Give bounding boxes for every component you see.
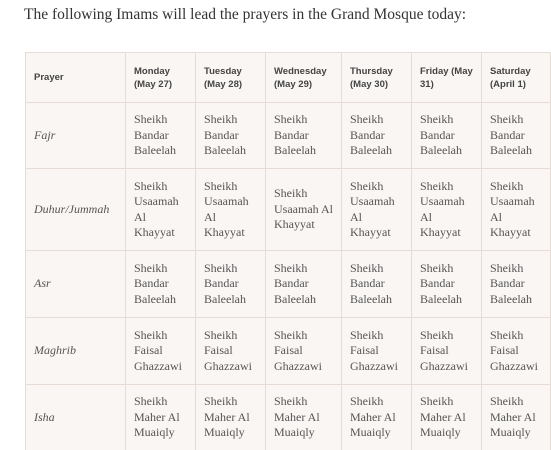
column-header: Prayer xyxy=(25,52,126,103)
imam-cell: Sheikh Usaamah Al Khayyat xyxy=(411,168,482,251)
table-head: Prayer Monday (May 27) Tuesday (May 28) Wed… xyxy=(25,52,551,103)
prayer-name: Fajr xyxy=(25,102,126,169)
imam-cell: Sheikh Bandar Baleelah xyxy=(481,102,551,169)
imam-cell: Sheikh Faisal Ghazzawi xyxy=(195,317,266,385)
imam-cell: Sheikh Usaamah Al Khayyat xyxy=(265,168,342,251)
column-header: Thursday (May 30) xyxy=(341,52,412,103)
schedule-table: Prayer Monday (May 27) Tuesday (May 28) Wed… xyxy=(25,52,551,450)
column-header: Saturday (April 1) xyxy=(481,52,551,103)
intro-text: The following Imams will lead the prayer… xyxy=(24,6,467,23)
imam-cell: Sheikh Faisal Ghazzawi xyxy=(265,317,342,385)
column-header: Wednesday (May 29) xyxy=(265,52,342,103)
prayer-name: Asr xyxy=(25,250,126,318)
imam-cell: Sheikh Usaamah Al Khayyat xyxy=(125,168,196,251)
imam-cell: Sheikh Bandar Baleelah xyxy=(195,250,266,318)
column-header: Friday (May 31) xyxy=(411,52,482,103)
imam-cell: Sheikh Bandar Baleelah xyxy=(341,102,412,169)
imam-cell: Sheikh Faisal Ghazzawi xyxy=(125,317,196,385)
imam-cell: Sheikh Usaamah Al Khayyat xyxy=(195,168,266,251)
imam-cell: Sheikh Bandar Baleelah xyxy=(125,102,196,169)
imam-cell: Sheikh Usaamah Al Khayyat xyxy=(481,168,551,251)
imam-cell: Sheikh Bandar Baleelah xyxy=(411,102,482,169)
table-row: Fajr Sheikh Bandar Baleelah Sheikh Bandar … xyxy=(25,102,551,169)
imam-cell: Sheikh Bandar Baleelah xyxy=(125,250,196,318)
imam-cell: Sheikh Bandar Baleelah xyxy=(195,102,266,169)
column-header: Tuesday (May 28) xyxy=(195,52,266,103)
imam-cell: Sheikh Bandar Baleelah xyxy=(481,250,551,318)
imam-cell: Sheikh Bandar Baleelah xyxy=(265,102,342,169)
imam-cell: Sheikh Faisal Ghazzawi xyxy=(481,317,551,385)
table-row: Asr Sheikh Bandar Baleelah Sheikh Bandar B… xyxy=(25,250,551,318)
imam-cell: Sheikh Faisal Ghazzawi xyxy=(411,317,482,385)
imam-cell: Sheikh Bandar Baleelah xyxy=(411,250,482,318)
table-row: Duhur/Jummah Sheikh Usaamah Al Khayyat She… xyxy=(25,168,551,251)
imam-cell: Sheikh Maher Al Muaiqly xyxy=(125,384,196,450)
prayer-name: Isha xyxy=(25,384,126,450)
imam-cell: Sheikh Bandar Baleelah xyxy=(265,250,342,318)
imam-cell: Sheikh Maher Al Muaiqly xyxy=(195,384,266,450)
table-row: Isha Sheikh Maher Al Muaiqly Sheikh Maher … xyxy=(25,384,551,450)
imam-cell: Sheikh Faisal Ghazzawi xyxy=(341,317,412,385)
imam-cell: Sheikh Maher Al Muaiqly xyxy=(265,384,342,450)
imam-cell: Sheikh Maher Al Muaiqly xyxy=(341,384,412,450)
header-row: Prayer Monday (May 27) Tuesday (May 28) Wed… xyxy=(25,52,551,103)
imam-cell: Sheikh Maher Al Muaiqly xyxy=(481,384,551,450)
prayer-name: Duhur/Jummah xyxy=(25,168,126,251)
table-body: Fajr Sheikh Bandar Baleelah Sheikh Bandar … xyxy=(25,102,551,450)
imam-cell: Sheikh Maher Al Muaiqly xyxy=(411,384,482,450)
column-header: Monday (May 27) xyxy=(125,52,196,103)
imam-cell: Sheikh Usaamah Al Khayyat xyxy=(341,168,412,251)
imam-cell: Sheikh Bandar Baleelah xyxy=(341,250,412,318)
prayer-name: Maghrib xyxy=(25,317,126,385)
table-row: Maghrib Sheikh Faisal Ghazzawi Sheikh Fais… xyxy=(25,317,551,385)
